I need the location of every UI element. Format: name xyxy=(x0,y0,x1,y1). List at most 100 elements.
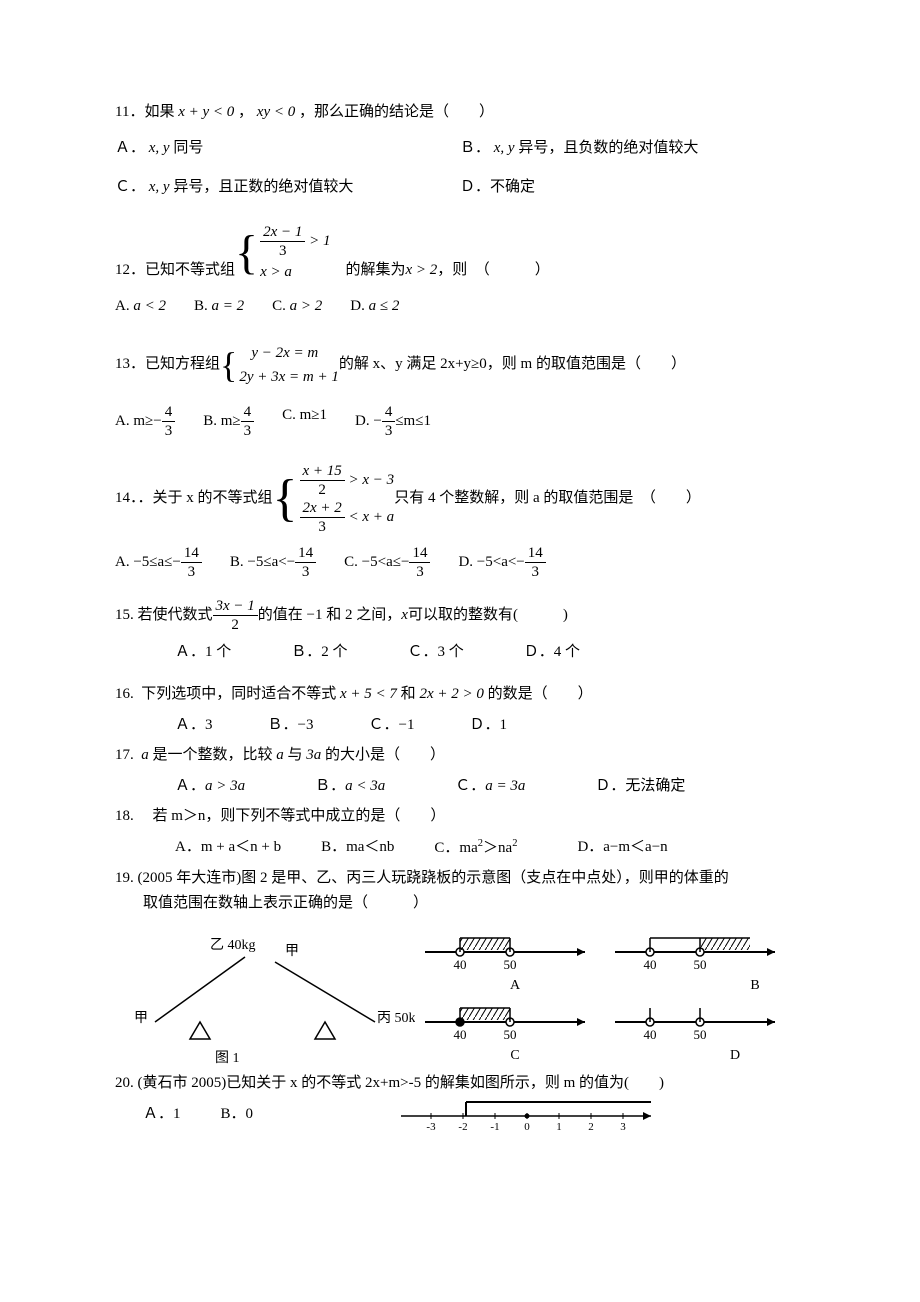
question-16: 16. 下列选项中，同时适合不等式 x + 5 < 7 和 2x + 2 > 0… xyxy=(115,682,805,739)
q18-num: 18. xyxy=(115,808,134,824)
svg-text:甲: 甲 xyxy=(134,1011,148,1026)
q16-option-b: Ｂ．−3 xyxy=(268,713,314,739)
svg-text:2: 2 xyxy=(588,1121,594,1133)
svg-text:-1: -1 xyxy=(490,1121,499,1133)
q15-option-d: Ｄ．4 个 xyxy=(524,640,580,666)
question-13: 13． 已知方程组 { y − 2x = m 2y + 3x = m + 1 的… xyxy=(115,341,805,440)
q19-num: 19. xyxy=(115,870,134,886)
q13-system: { y − 2x = m 2y + 3x = m + 1 xyxy=(220,341,339,389)
q19-numberlines: 40 50 A 40 50 B xyxy=(415,927,805,1067)
q15-num: 15. xyxy=(115,603,134,629)
q11-options: Ａ． x, y 同号 Ｂ． x, y 异号，且负数的绝对值较大 Ｃ． x, y … xyxy=(115,136,805,201)
svg-text:乙 40kg: 乙 40kg xyxy=(210,937,256,953)
numberline-d-icon: 40 50 D xyxy=(605,997,795,1067)
svg-text:40: 40 xyxy=(454,957,467,972)
q15-option-a: Ａ．1 个 xyxy=(175,640,231,666)
q20-numberline-icon: -3 -2 -1 0 1 2 3 xyxy=(391,1096,671,1136)
q14-stem: 14．． 关于 x 的不等式组 { x + 152 > x − 3 2x + 2… xyxy=(115,462,805,536)
svg-text:B: B xyxy=(750,978,759,993)
q13-num: 13． xyxy=(115,352,145,378)
q12-option-d: D. a ≤ 2 xyxy=(350,294,399,320)
svg-text:C: C xyxy=(510,1048,519,1063)
q11-option-a: Ａ． x, y 同号 xyxy=(115,136,460,162)
svg-text:3: 3 xyxy=(620,1121,626,1133)
svg-text:40: 40 xyxy=(454,1027,467,1042)
q19-stem-line2: 取值范围在数轴上表示正确的是（ ） xyxy=(115,891,805,917)
question-11: 11． 如果 x + y < 0 ， xy < 0 ，那么正确的结论是（ ） Ａ… xyxy=(115,100,805,201)
numberline-a-icon: 40 50 A xyxy=(415,927,605,997)
q20-options: Ａ．1 B．0 xyxy=(115,1102,281,1128)
q11-option-d: Ｄ．不确定 xyxy=(460,175,805,201)
q20-option-b: B．0 xyxy=(221,1102,254,1128)
q17-option-d: Ｄ．无法确定 xyxy=(595,774,685,800)
q11-stem: 11． 如果 x + y < 0 ， xy < 0 ，那么正确的结论是（ ） xyxy=(115,100,805,126)
q14-option-a: A. −5≤a≤−143 xyxy=(115,544,202,581)
svg-text:D: D xyxy=(730,1048,740,1063)
svg-text:50: 50 xyxy=(694,1027,707,1042)
q13-option-a: A. m≥−43 xyxy=(115,403,175,440)
q15-options: Ａ．1 个 Ｂ．2 个 Ｃ．3 个 Ｄ．4 个 xyxy=(115,640,805,666)
question-14: 14．． 关于 x 的不等式组 { x + 152 > x − 3 2x + 2… xyxy=(115,462,805,581)
svg-text:50: 50 xyxy=(504,1027,517,1042)
q18-stem: 18. 若 m＞n，则下列不等式中成立的是（ ） xyxy=(115,804,805,830)
svg-text:丙 50kg: 丙 50kg xyxy=(377,1011,415,1026)
svg-text:-3: -3 xyxy=(426,1121,436,1133)
q13-stem: 13． 已知方程组 { y − 2x = m 2y + 3x = m + 1 的… xyxy=(115,341,805,389)
q14-system: { x + 152 > x − 3 2x + 23 < x + a xyxy=(273,462,395,536)
svg-text:图 1: 图 1 xyxy=(215,1051,240,1066)
q13-option-c: C. m≥1 xyxy=(282,403,327,440)
q14-num: 14．． xyxy=(115,486,153,512)
q20-option-a: Ａ．1 xyxy=(143,1102,181,1128)
q12-system: { 2x − 13 > 1 x > a xyxy=(235,223,330,284)
q16-num: 16. xyxy=(115,686,134,702)
q19-stem: 19. (2005 年大连市)图 2 是甲、乙、丙三人玩跷跷板的示意图（支点在中… xyxy=(115,866,805,892)
q17-options: Ａ．a > 3a Ｂ．a < 3a Ｃ．a = 3a Ｄ．无法确定 xyxy=(115,774,805,800)
q16-option-c: Ｃ．−1 xyxy=(368,713,414,739)
svg-text:40: 40 xyxy=(644,957,657,972)
q18-option-a: A．m + a＜n + b xyxy=(175,835,281,862)
q12-option-b: B. a = 2 xyxy=(194,294,244,320)
svg-text:40: 40 xyxy=(644,1027,657,1042)
q20-num: 20. xyxy=(115,1075,134,1091)
question-19: 19. (2005 年大连市)图 2 是甲、乙、丙三人玩跷跷板的示意图（支点在中… xyxy=(115,866,805,1067)
seesaw-icon: 乙 40kg 甲 甲 丙 50kg 图 1 xyxy=(115,927,415,1067)
q13-options: A. m≥−43 B. m≥43 C. m≥1 D. −43≤m≤1 xyxy=(115,403,805,440)
q17-num: 17. xyxy=(115,747,134,763)
question-20: 20. (黄石市 2005)已知关于 x 的不等式 2x+m>-5 的解集如图所… xyxy=(115,1071,805,1137)
q12-num: 12． xyxy=(115,258,145,284)
svg-text:50: 50 xyxy=(504,957,517,972)
q12-options: A. a < 2 B. a = 2 C. a > 2 D. a ≤ 2 xyxy=(115,294,805,320)
q13-option-d: D. −43≤m≤1 xyxy=(355,403,431,440)
q17-option-b: Ｂ．a < 3a xyxy=(315,774,385,800)
q20-stem: 20. (黄石市 2005)已知关于 x 的不等式 2x+m>-5 的解集如图所… xyxy=(115,1071,805,1097)
q19-figures: 乙 40kg 甲 甲 丙 50kg 图 1 xyxy=(115,927,805,1067)
q18-option-d: D．a−m＜a−n xyxy=(577,835,667,862)
q18-option-c: C．ma2＞na2 xyxy=(434,835,517,862)
q16-options: Ａ．3 Ｂ．−3 Ｃ．−1 Ｄ．1 xyxy=(115,713,805,739)
q12-stem: 12． 已知不等式组 { 2x − 13 > 1 x > a 的解集为 x > … xyxy=(115,223,805,284)
numberline-c-icon: 40 50 C xyxy=(415,997,605,1067)
question-18: 18. 若 m＞n，则下列不等式中成立的是（ ） A．m + a＜n + b B… xyxy=(115,804,805,862)
svg-text:0: 0 xyxy=(524,1121,530,1133)
q12-option-c: C. a > 2 xyxy=(272,294,322,320)
svg-text:1: 1 xyxy=(556,1121,562,1133)
question-15: 15. 若使代数式 3x − 12 的值在 −1 和 2 之间， x 可以取的整… xyxy=(115,597,805,666)
q11-option-c: Ｃ． x, y 异号，且正数的绝对值较大 xyxy=(115,175,460,201)
q16-option-a: Ａ．3 xyxy=(175,713,213,739)
seesaw-diagram: 乙 40kg 甲 甲 丙 50kg 图 1 xyxy=(115,927,415,1067)
q18-option-b: B．ma＜nb xyxy=(321,835,394,862)
q14-option-c: C. −5<a≤−143 xyxy=(344,544,430,581)
svg-text:A: A xyxy=(510,978,521,993)
q15-stem: 15. 若使代数式 3x − 12 的值在 −1 和 2 之间， x 可以取的整… xyxy=(115,597,805,634)
svg-text:甲: 甲 xyxy=(285,944,299,959)
q14-options: A. −5≤a≤−143 B. −5≤a<−143 C. −5<a≤−143 D… xyxy=(115,544,805,581)
q16-stem: 16. 下列选项中，同时适合不等式 x + 5 < 7 和 2x + 2 > 0… xyxy=(115,682,805,708)
svg-text:-2: -2 xyxy=(458,1121,467,1133)
q17-stem: 17. a 是一个整数，比较 a 与 3a 的大小是（ ） xyxy=(115,743,805,769)
question-17: 17. a 是一个整数，比较 a 与 3a 的大小是（ ） Ａ．a > 3a Ｂ… xyxy=(115,743,805,800)
q15-option-b: Ｂ．2 个 xyxy=(291,640,347,666)
q15-option-c: Ｃ．3 个 xyxy=(408,640,464,666)
q14-option-d: D. −5<a<−143 xyxy=(458,544,545,581)
q11-option-b: Ｂ． x, y 异号，且负数的绝对值较大 xyxy=(460,136,805,162)
q13-option-b: B. m≥43 xyxy=(203,403,254,440)
